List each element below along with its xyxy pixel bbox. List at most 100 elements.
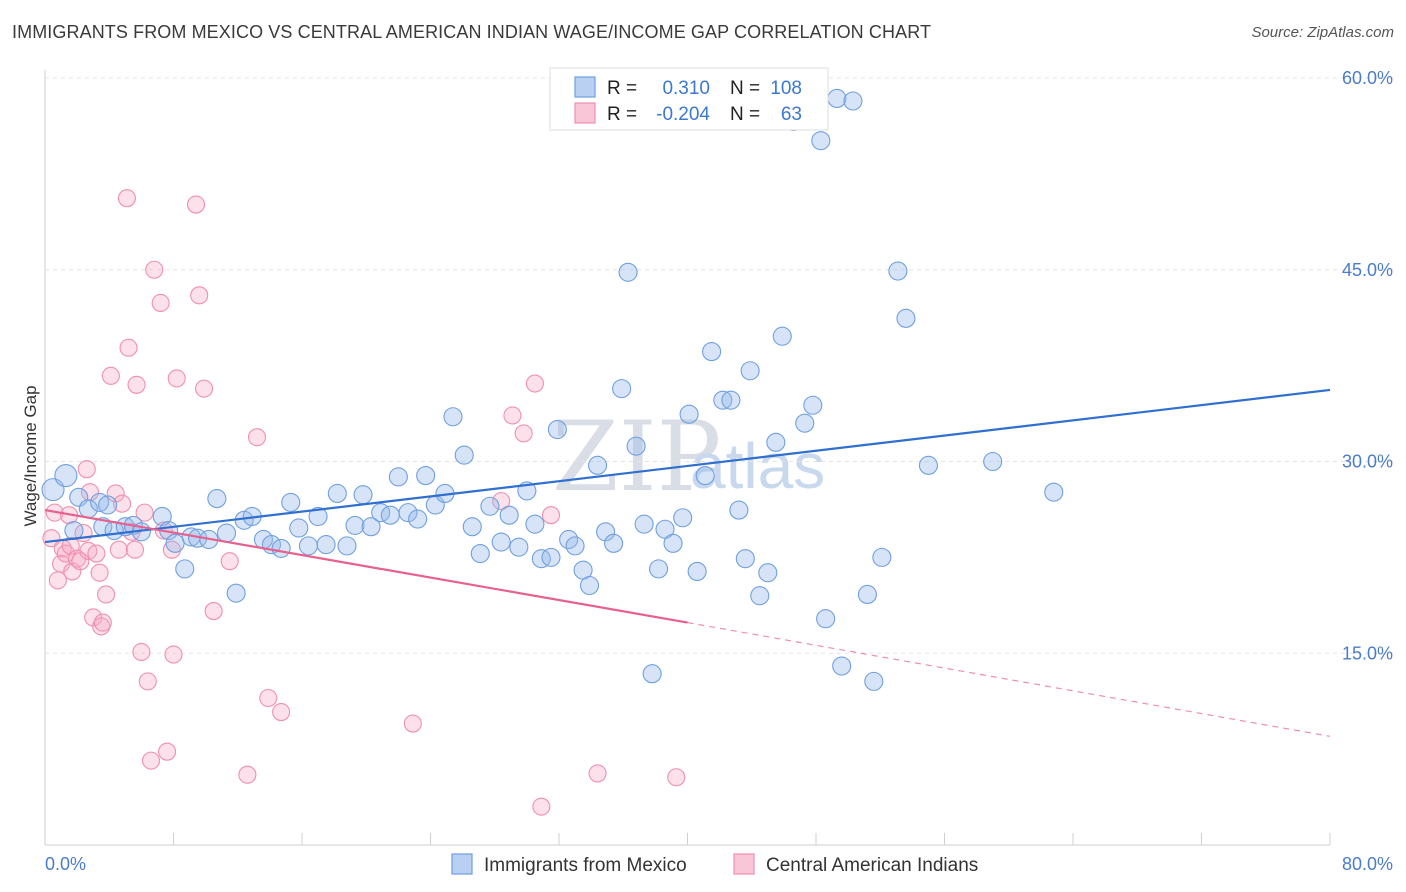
blue-point-39 — [388, 467, 408, 487]
blue-point-38 — [380, 505, 400, 525]
pink-point-23 — [109, 540, 128, 559]
pink-point-24 — [113, 494, 132, 513]
blue-point-98 — [888, 261, 908, 281]
trend-line-central-american-extrapolated — [687, 621, 1331, 737]
blue-point-41 — [408, 509, 428, 529]
blue-point-35 — [353, 485, 373, 505]
blue-point-92 — [827, 88, 847, 109]
blue-point-95 — [857, 584, 877, 604]
pink-point-29 — [127, 375, 146, 394]
blue-point-57 — [547, 419, 567, 440]
blue-point-89 — [803, 395, 823, 415]
blue-point-46 — [454, 445, 474, 465]
blue-point-47 — [462, 517, 482, 537]
pink-point-49 — [272, 703, 291, 722]
legend-box — [549, 67, 829, 131]
bottom-legend-label-mexico: Immigrants from Mexico — [484, 855, 687, 876]
blue-point-76 — [695, 466, 715, 486]
pink-point-47 — [247, 428, 267, 447]
y-tick-label-15: 15.0% — [1342, 643, 1393, 663]
pink-point-30 — [132, 642, 151, 662]
blue-point-93 — [832, 656, 852, 676]
blue-point-94 — [843, 91, 863, 111]
source-credit: Source: ZipAtlas.com — [1251, 24, 1394, 41]
pink-point-32 — [138, 672, 157, 691]
blue-point-83 — [750, 586, 770, 606]
blue-point-100 — [918, 455, 938, 475]
blue-point-56 — [541, 547, 561, 567]
x-tick-label-min: 0.0% — [45, 854, 86, 874]
blue-point-72 — [663, 533, 683, 553]
blue-point-30 — [308, 506, 328, 527]
blue-point-63 — [596, 522, 616, 542]
blue-point-5 — [90, 492, 110, 512]
bottom-legend-swatch-pink — [733, 853, 755, 875]
x-tick-label-max: 80.0% — [1342, 854, 1393, 874]
pink-point-51 — [503, 406, 522, 425]
blue-point-54 — [525, 514, 545, 534]
series-central-american-indians — [42, 189, 686, 816]
gridlines — [45, 77, 1393, 654]
pink-point-28 — [125, 540, 144, 559]
pink-point-41 — [186, 195, 206, 214]
y-axis-label: Wage/Income Gap — [21, 385, 40, 526]
blue-point-80 — [729, 500, 749, 520]
pink-point-48 — [259, 688, 278, 708]
blue-point-55 — [531, 549, 551, 569]
pink-point-54 — [532, 797, 551, 816]
x-ticks — [173, 833, 1331, 845]
legend-n-label-1: N = — [730, 78, 760, 99]
pink-point-20 — [96, 585, 116, 604]
pink-point-56 — [588, 764, 607, 783]
series-legend: Immigrants from Mexico Central American … — [451, 853, 978, 876]
blue-point-42 — [416, 466, 436, 486]
blue-point-45 — [443, 407, 463, 427]
pink-point-26 — [119, 338, 138, 357]
chart-title: IMMIGRANTS FROM MEXICO VS CENTRAL AMERIC… — [12, 22, 932, 42]
blue-point-88 — [795, 413, 815, 433]
blue-point-15 — [175, 559, 195, 579]
legend-n-label-2: N = — [730, 104, 760, 125]
pink-point-37 — [158, 742, 177, 761]
blue-point-62 — [587, 455, 608, 475]
blue-point-81 — [735, 549, 755, 569]
legend-n-value-2: 63 — [781, 104, 802, 125]
blue-point-29 — [298, 536, 318, 556]
legend-r-label-1: R = — [607, 78, 637, 99]
pink-point-52 — [514, 424, 533, 443]
blue-point-101 — [983, 451, 1003, 472]
blue-point-28 — [289, 518, 309, 538]
blue-point-21 — [226, 583, 246, 603]
pink-point-46 — [238, 765, 257, 784]
pink-point-44 — [204, 602, 223, 621]
pink-point-16 — [87, 544, 106, 563]
pink-point-45 — [220, 552, 239, 571]
blue-point-90 — [811, 131, 831, 151]
blue-point-19 — [207, 489, 227, 509]
legend-n-value-1: 108 — [770, 78, 802, 99]
blue-point-14 — [165, 533, 185, 553]
blue-point-82 — [740, 361, 760, 381]
blue-point-49 — [480, 496, 500, 516]
pink-point-31 — [135, 503, 154, 522]
pink-point-35 — [151, 293, 170, 313]
blue-point-20 — [216, 523, 237, 543]
blue-point-61 — [579, 575, 600, 596]
legend-r-value-2: -0.204 — [656, 104, 710, 125]
blue-point-59 — [565, 536, 585, 556]
blue-point-27 — [281, 492, 301, 512]
blue-point-34 — [345, 515, 365, 535]
blue-point-51 — [499, 505, 519, 525]
y-tick-label-60: 60.0% — [1342, 68, 1393, 88]
pink-point-58 — [492, 492, 511, 511]
blue-point-64 — [604, 533, 624, 553]
legend-swatch-pink — [574, 102, 596, 124]
blue-point-78 — [713, 390, 733, 410]
pink-point-40 — [167, 369, 186, 388]
pink-point-34 — [145, 260, 164, 279]
blue-point-79 — [721, 390, 741, 410]
legend-swatch-blue — [574, 76, 596, 98]
trend-line-mexico — [44, 388, 1331, 544]
pink-point-55 — [541, 506, 561, 525]
